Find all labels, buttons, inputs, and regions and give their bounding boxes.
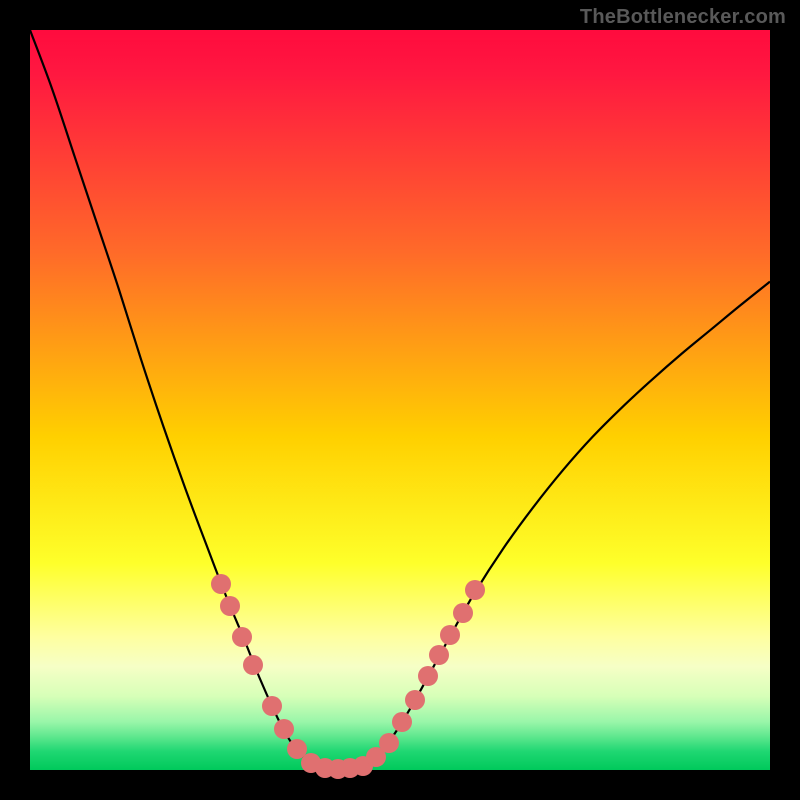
curve-layer: [30, 30, 770, 770]
bottleneck-curve: [30, 30, 770, 769]
chart-outer-frame: TheBottlenecker.com: [0, 0, 800, 800]
plot-area: [30, 30, 770, 770]
watermark-label: TheBottlenecker.com: [580, 6, 786, 29]
